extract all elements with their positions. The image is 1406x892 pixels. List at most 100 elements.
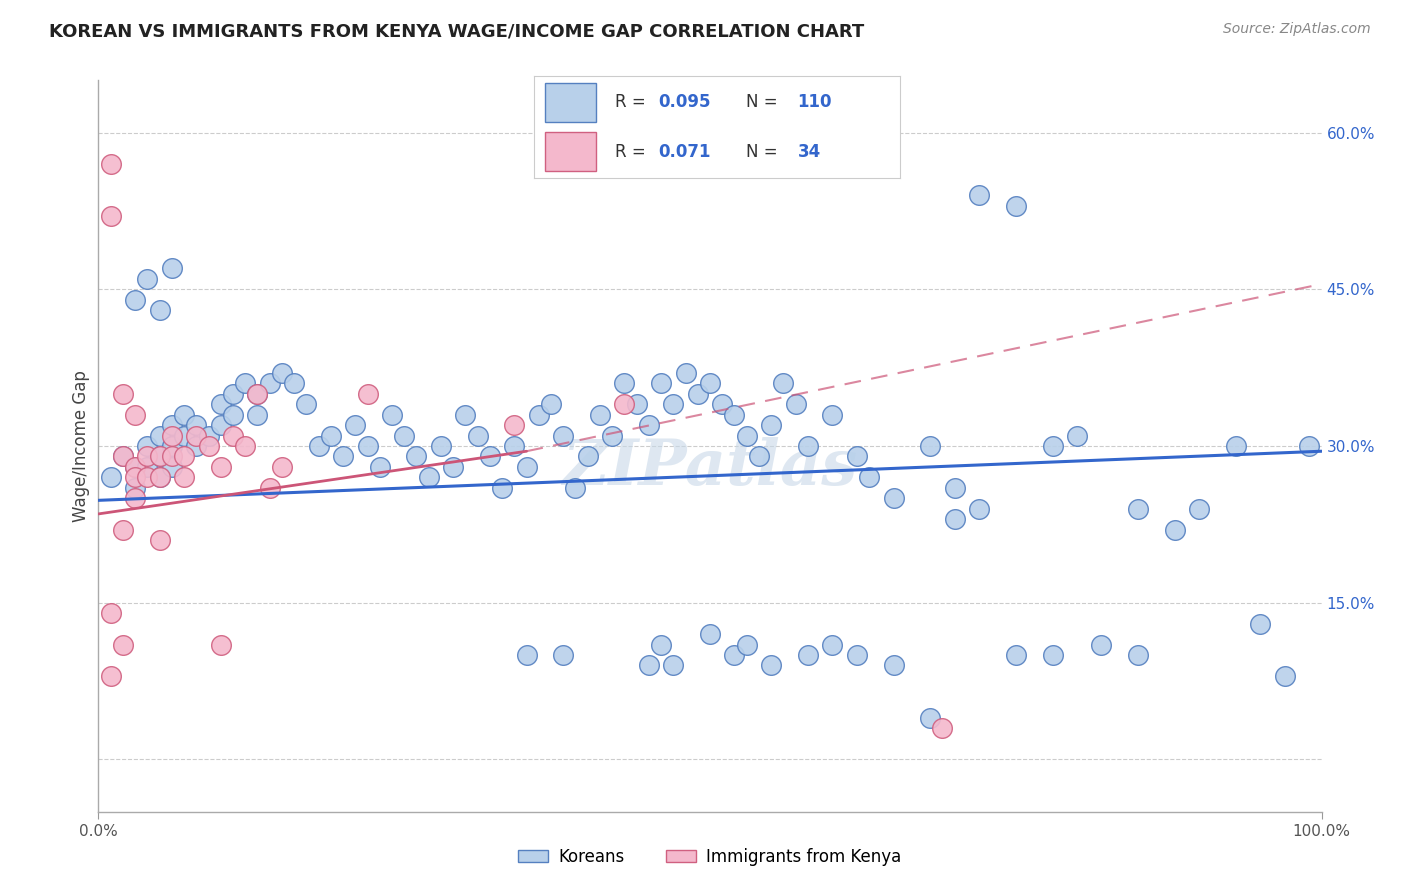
Point [197,428,219,442]
Text: N =: N = [747,94,778,112]
Point [173,408,195,422]
Point [1128,501,1150,516]
Point [553,428,575,442]
Point [160,450,183,464]
Point [173,450,195,464]
Point [626,397,648,411]
Point [785,397,807,411]
Point [356,386,378,401]
Point [1249,616,1271,631]
Text: 0.071: 0.071 [658,143,711,161]
Point [259,481,281,495]
Point [943,512,966,526]
Point [186,428,208,442]
Point [723,648,745,662]
Point [295,397,318,411]
Point [222,386,245,401]
Point [259,376,281,391]
Point [124,459,146,474]
Point [209,418,232,433]
Point [124,491,146,506]
Point [491,481,513,495]
Point [356,439,378,453]
Text: 34: 34 [797,143,821,161]
Text: R =: R = [614,143,645,161]
Point [772,376,794,391]
Point [699,627,721,641]
FancyBboxPatch shape [546,83,596,122]
Point [650,376,672,391]
Point [197,439,219,453]
Point [111,523,134,537]
Point [405,450,427,464]
Point [540,397,562,411]
Point [100,157,122,171]
Point [675,366,697,380]
Point [662,658,685,673]
Point [149,533,172,547]
Point [418,470,440,484]
Point [270,366,294,380]
Point [454,408,477,422]
Point [1042,439,1064,453]
Point [149,470,172,484]
Point [761,658,783,673]
Point [160,261,183,276]
Point [136,450,159,464]
Point [1128,648,1150,662]
Point [173,470,195,484]
Point [699,376,721,391]
Point [186,418,208,433]
Point [748,450,770,464]
Point [111,450,134,464]
FancyBboxPatch shape [546,132,596,171]
Point [160,459,183,474]
Point [1004,648,1026,662]
Point [1225,439,1247,453]
Point [186,439,208,453]
Point [920,711,942,725]
Text: ZIPatlas: ZIPatlas [562,437,858,499]
Point [100,606,122,620]
Point [344,418,367,433]
Point [931,721,953,735]
Point [381,408,404,422]
Point [111,450,134,464]
Point [797,648,820,662]
Point [332,450,354,464]
Point [270,459,294,474]
Point [111,638,134,652]
Point [100,470,122,484]
Point [149,470,172,484]
Point [467,428,489,442]
Point [136,439,159,453]
Text: R =: R = [614,94,645,112]
Point [1298,439,1320,453]
Point [233,439,256,453]
Point [821,638,844,652]
Point [246,408,269,422]
Point [149,303,172,318]
Point [160,439,183,453]
Point [589,408,612,422]
Text: Source: ZipAtlas.com: Source: ZipAtlas.com [1223,22,1371,37]
Point [149,428,172,442]
Point [111,386,134,401]
Point [650,638,672,652]
Point [797,439,820,453]
Point [638,658,661,673]
Point [1004,199,1026,213]
Point [1090,638,1112,652]
Point [209,459,232,474]
Point [662,397,685,411]
Point [283,376,305,391]
Point [638,418,661,433]
Point [441,459,464,474]
Point [124,459,146,474]
Point [209,397,232,411]
Point [883,491,905,506]
Point [100,669,122,683]
Point [136,459,159,474]
Point [222,408,245,422]
Point [613,397,636,411]
